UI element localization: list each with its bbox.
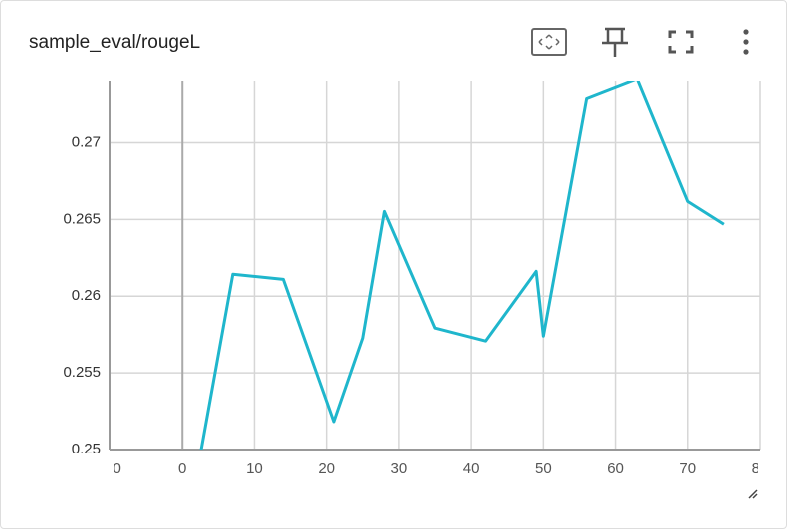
y-tick-label: 0.255: [63, 364, 101, 381]
pin-button[interactable]: [602, 27, 628, 57]
x-tick-label: 60: [607, 460, 624, 477]
x-tick-label: 40: [463, 460, 480, 477]
resize-handle[interactable]: [748, 489, 758, 499]
y-tick-label: 0.26: [72, 287, 101, 304]
x-tick-label: 20: [318, 460, 335, 477]
line-series: [199, 81, 725, 450]
x-tick-label: 30: [391, 460, 408, 477]
more-menu-button[interactable]: [743, 29, 749, 55]
fullscreen-button[interactable]: [668, 30, 694, 54]
y-tick-label: 0.25: [72, 441, 101, 458]
fit-domain-button[interactable]: [531, 28, 567, 56]
x-tick-label: 0: [178, 460, 186, 477]
y-tick-label: 0.265: [63, 210, 101, 227]
x-tick-label: 10: [246, 460, 263, 477]
x-tick-label: 80: [752, 460, 769, 477]
chart-title: sample_eval/rougeL: [29, 32, 200, 53]
y-tick-label: 0.27: [72, 133, 101, 150]
x-tick-label: 50: [535, 460, 552, 477]
x-tick-label: 70: [679, 460, 696, 477]
x-tick-label: -10: [99, 460, 121, 477]
